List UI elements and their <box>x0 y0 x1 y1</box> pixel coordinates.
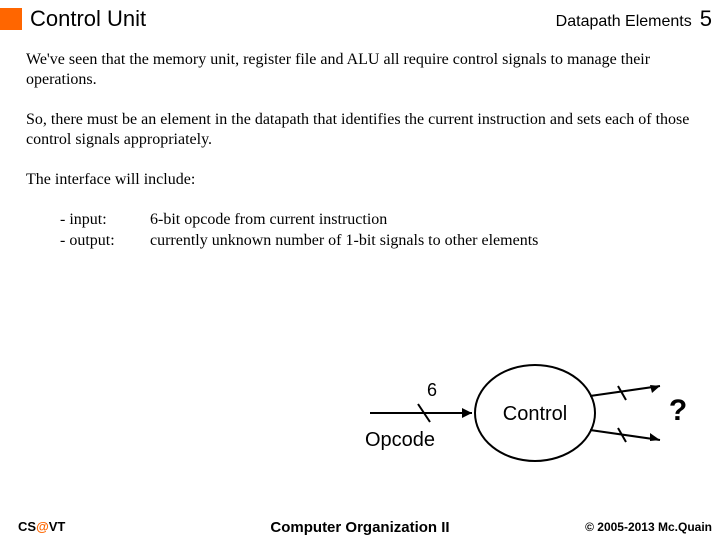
footer-center: Computer Organization II <box>270 519 449 536</box>
accent-square-icon <box>0 8 22 30</box>
output-arrow-1-icon <box>650 385 660 393</box>
opcode-arrowhead-icon <box>462 408 472 418</box>
output-tick-1 <box>618 386 626 400</box>
control-node-label: Control <box>503 403 567 425</box>
paragraph-3: The interface will include: <box>26 170 698 190</box>
output-wire-1 <box>590 386 660 396</box>
slide-title: Control Unit <box>30 6 146 32</box>
page-number: 5 <box>700 6 712 32</box>
io-output-desc: currently unknown number of 1-bit signal… <box>150 231 538 251</box>
io-input-desc: 6-bit opcode from current instruction <box>150 210 387 230</box>
slide-footer: CS@VT Computer Organization II © 2005-20… <box>0 519 720 534</box>
paragraph-2: So, there must be an element in the data… <box>26 110 698 150</box>
footer-at: @ <box>36 519 49 534</box>
output-question-mark: ? <box>669 394 687 427</box>
footer-vt: VT <box>49 519 66 534</box>
paragraph-1: We've seen that the memory unit, registe… <box>26 50 698 90</box>
header-right: Datapath Elements 5 <box>556 6 712 32</box>
io-output-row: - output: currently unknown number of 1-… <box>60 231 698 251</box>
slide-header: Control Unit Datapath Elements 5 <box>0 0 720 36</box>
io-list: - input: 6-bit opcode from current instr… <box>26 210 698 251</box>
header-left: Control Unit <box>0 6 146 32</box>
opcode-label: Opcode <box>365 429 435 451</box>
diagram-svg: Control 6 Opcode ? <box>360 338 700 488</box>
io-input-label: - input: <box>60 210 150 230</box>
output-arrow-2-icon <box>650 433 660 441</box>
io-output-label: - output: <box>60 231 150 251</box>
io-input-row: - input: 6-bit opcode from current instr… <box>60 210 698 230</box>
control-diagram: Control 6 Opcode ? <box>360 338 700 488</box>
footer-cs: CS <box>18 519 36 534</box>
footer-left: CS@VT <box>18 519 65 534</box>
footer-right: © 2005-2013 Mc.Quain <box>585 520 712 534</box>
slide-body: We've seen that the memory unit, registe… <box>0 36 720 251</box>
section-name: Datapath Elements <box>556 13 692 31</box>
opcode-width-label: 6 <box>427 380 437 400</box>
